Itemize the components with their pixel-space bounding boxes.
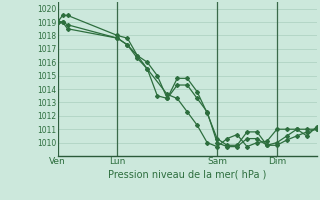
X-axis label: Pression niveau de la mer( hPa ): Pression niveau de la mer( hPa ) bbox=[108, 169, 266, 179]
